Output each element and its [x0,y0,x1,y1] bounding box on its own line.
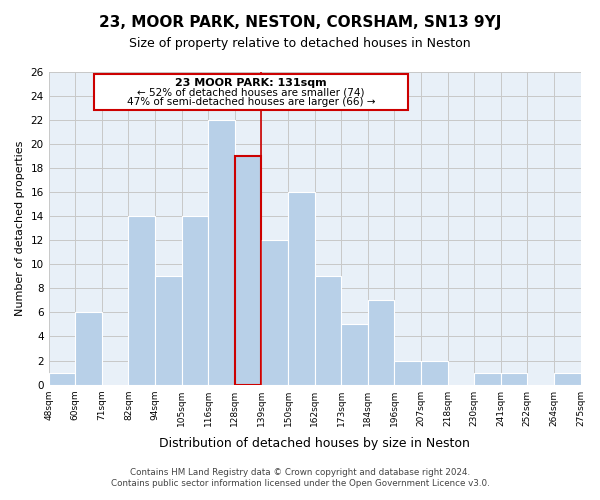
Bar [554,372,581,384]
Bar [262,240,288,384]
Bar [288,192,314,384]
Bar [75,312,102,384]
Bar [368,300,394,384]
Bar [128,216,155,384]
Bar [155,276,182,384]
Text: Contains HM Land Registry data © Crown copyright and database right 2024.
Contai: Contains HM Land Registry data © Crown c… [110,468,490,487]
Bar [501,372,527,384]
Text: 47% of semi-detached houses are larger (66) →: 47% of semi-detached houses are larger (… [127,98,375,108]
Text: 23 MOOR PARK: 131sqm: 23 MOOR PARK: 131sqm [175,78,326,88]
Bar [182,216,208,384]
Bar [208,120,235,384]
Bar [341,324,368,384]
Bar [49,372,75,384]
Bar [394,360,421,384]
Bar [235,156,262,384]
Text: Size of property relative to detached houses in Neston: Size of property relative to detached ho… [129,38,471,51]
Text: 23, MOOR PARK, NESTON, CORSHAM, SN13 9YJ: 23, MOOR PARK, NESTON, CORSHAM, SN13 9YJ [99,15,501,30]
Bar [421,360,448,384]
Bar [314,276,341,384]
X-axis label: Distribution of detached houses by size in Neston: Distribution of detached houses by size … [159,437,470,450]
Text: ← 52% of detached houses are smaller (74): ← 52% of detached houses are smaller (74… [137,88,365,98]
Y-axis label: Number of detached properties: Number of detached properties [15,140,25,316]
Bar [474,372,501,384]
FancyBboxPatch shape [94,74,407,110]
